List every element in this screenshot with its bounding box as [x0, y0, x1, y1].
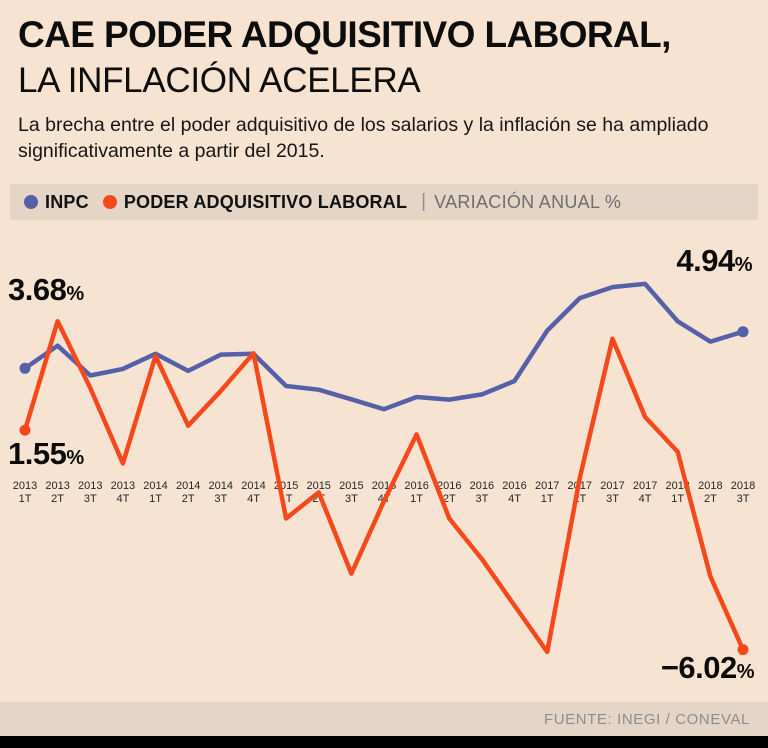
x-axis-label-quarter: 1T	[671, 493, 684, 505]
x-axis-label-quarter: 1T	[410, 493, 423, 505]
x-axis-label-quarter: 3T	[345, 493, 358, 505]
x-axis-label-year: 2016	[502, 480, 526, 492]
page-subtitle: LA INFLACIÓN ACELERA	[18, 61, 421, 100]
x-axis-label-quarter: 4T	[247, 493, 260, 505]
x-axis-label-quarter: 2T	[182, 493, 195, 505]
inpc-legend-dot-icon	[24, 195, 38, 209]
x-axis-label-year: 2014	[241, 480, 265, 492]
pal-legend-label: PODER ADQUISITIVO LABORAL	[123, 191, 408, 212]
x-axis-label-quarter: 1T	[19, 493, 32, 505]
x-axis-label-year: 2013	[78, 480, 102, 492]
pal-start-value: 1.55	[8, 436, 67, 471]
line-chart: 20131T20132T20133T20134T20141T20142T2014…	[13, 281, 755, 656]
x-axis-label-year: 2018	[731, 480, 755, 492]
x-axis-label-year: 2015	[339, 480, 363, 492]
inpc-start-value: 3.68	[8, 272, 67, 307]
inpc-legend-label: INPC	[45, 191, 89, 212]
x-axis-label-quarter: 4T	[116, 493, 129, 505]
inpc-line	[22, 281, 746, 412]
pal-end-percent-sign: %	[736, 661, 755, 683]
description-text: La brecha entre el poder adquisitivo de …	[18, 114, 709, 162]
x-axis-label-quarter: 4T	[639, 493, 652, 505]
x-axis-label-year: 2014	[176, 480, 200, 492]
pal-endpoint-dot	[19, 424, 31, 436]
x-axis-label-year: 2015	[306, 480, 330, 492]
inpc-end-value: 4.94	[676, 243, 735, 278]
x-axis-label-year: 2017	[633, 480, 657, 492]
x-axis-label-quarter: 2T	[704, 493, 717, 505]
pal-end-value-annotation: −6.02%	[660, 650, 755, 686]
pal-start-value-annotation: 1.55%	[8, 436, 84, 472]
chart-legend: INPC PODER ADQUISITIVO LABORAL | VARIACI…	[10, 184, 758, 220]
pal-endpoint-dot	[737, 644, 749, 656]
bottom-black-bar	[0, 736, 768, 748]
inpc-endpoint-dot	[737, 326, 749, 338]
x-axis-label-year: 2016	[470, 480, 494, 492]
x-axis-label-quarter: 3T	[737, 493, 750, 505]
x-axis-label-year: 2016	[404, 480, 428, 492]
x-axis-label-quarter: 2T	[443, 493, 456, 505]
x-axis-label-year: 2018	[698, 480, 722, 492]
x-axis-label-year: 2016	[437, 480, 461, 492]
x-axis-label-quarter: 1T	[149, 493, 162, 505]
x-axis-label-quarter: 3T	[84, 493, 97, 505]
x-axis-label-quarter: 4T	[508, 493, 521, 505]
legend-separator: |	[421, 191, 427, 212]
x-axis-label-year: 2014	[209, 480, 233, 492]
x-axis-label-year: 2017	[535, 480, 559, 492]
inpc-end-value-annotation: 4.94%	[676, 243, 752, 279]
source-text: FUENTE: INEGI / CONEVAL	[543, 710, 750, 728]
source-bar: FUENTE: INEGI / CONEVAL	[0, 702, 768, 736]
x-axis-label-year: 2013	[45, 480, 69, 492]
x-axis-label-year: 2013	[111, 480, 135, 492]
x-axis-label-quarter: 2T	[51, 493, 64, 505]
pal-legend-dot-icon	[102, 195, 117, 209]
pal-start-percent-sign: %	[66, 447, 84, 469]
x-axis-label-quarter: 1T	[541, 493, 554, 505]
inpc-endpoint-dot	[19, 362, 31, 374]
x-axis-label-year: 2013	[13, 480, 37, 492]
pal-line	[22, 319, 746, 655]
inpc-start-value-annotation: 3.68%	[8, 272, 84, 308]
x-axis-label-quarter: 3T	[606, 493, 619, 505]
x-axis-label-year: 2014	[143, 480, 167, 492]
x-axis-label-quarter: 3T	[214, 493, 227, 505]
pal-end-value: −6.02	[660, 650, 737, 685]
x-axis-label-quarter: 3T	[475, 493, 488, 505]
page-title: CAE PODER ADQUISITIVO LABORAL,	[18, 14, 671, 55]
inpc-end-percent-sign: %	[734, 254, 753, 276]
legend-units-label: VARIACIÓN ANUAL %	[434, 191, 622, 212]
inpc-start-percent-sign: %	[66, 283, 84, 305]
x-axis-label-year: 2017	[600, 480, 624, 492]
